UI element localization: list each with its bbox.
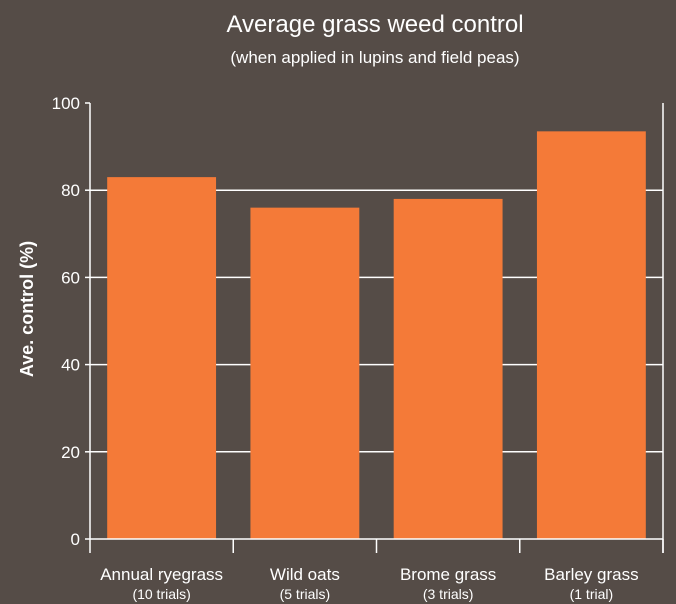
x-tick-sublabel: (5 trials) xyxy=(280,586,331,602)
y-axis-label: Ave. control (%) xyxy=(17,241,37,377)
bar xyxy=(536,131,646,539)
y-tick-label: 80 xyxy=(61,181,80,200)
y-tick-label: 20 xyxy=(61,443,80,462)
x-tick-sublabel: (1 trial) xyxy=(570,586,614,602)
y-tick-label: 100 xyxy=(52,94,80,113)
y-tick-label: 0 xyxy=(71,530,80,549)
x-tick-label: Wild oats xyxy=(270,565,340,584)
bars xyxy=(107,131,646,540)
tick-labels: 0 20 40 60 80 100 Annual ryegrass (10 trials) Wi… xyxy=(52,94,639,602)
chart-subtitle: (when applied in lupins and field peas) xyxy=(230,48,519,67)
bar xyxy=(107,177,217,539)
y-tick-label: 40 xyxy=(61,356,80,375)
axes xyxy=(85,102,664,553)
y-tick-label: 60 xyxy=(61,268,80,287)
x-tick-sublabel: (3 trials) xyxy=(423,586,474,602)
chart-title: Average grass weed control xyxy=(226,11,523,38)
bar xyxy=(250,207,360,539)
x-tick-label: Brome grass xyxy=(400,565,496,584)
x-tick-label: Annual ryegrass xyxy=(100,565,223,584)
x-tick-label: Barley grass xyxy=(544,565,638,584)
x-tick-sublabel: (10 trials) xyxy=(132,586,190,602)
bar xyxy=(393,198,503,540)
